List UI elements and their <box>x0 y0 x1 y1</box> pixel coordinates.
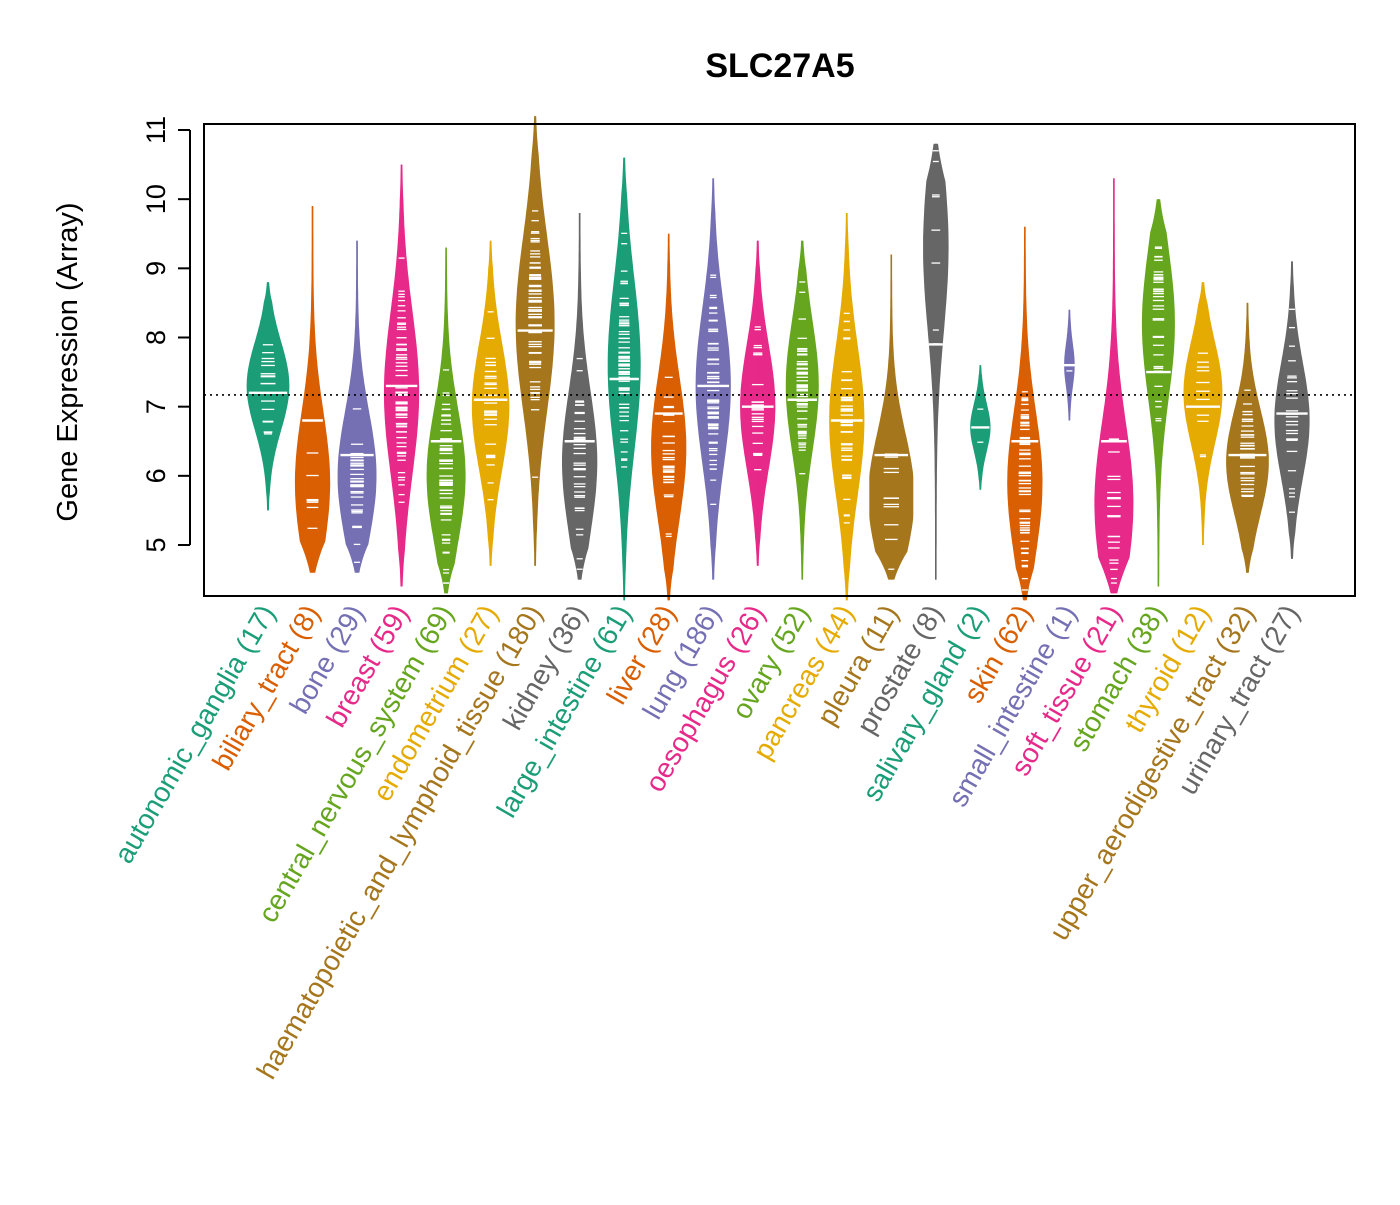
bean-breast <box>383 164 420 587</box>
bean-prostate <box>923 143 949 580</box>
y-tick-label: 9 <box>141 261 171 276</box>
bean-ovary <box>785 240 819 580</box>
beans-layer <box>246 116 1310 601</box>
bean-stomach <box>1141 199 1175 587</box>
bean-endometrium <box>471 240 510 566</box>
bean-salivary_gland <box>970 365 991 490</box>
bean-upper_aerodigestive_tract <box>1226 302 1269 573</box>
bean-haematopoietic_and_lymphoid_tissue <box>515 116 555 566</box>
bean-bone <box>337 240 377 573</box>
bean-pleura <box>869 254 914 580</box>
y-tick-label: 10 <box>141 184 171 214</box>
bean-kidney <box>562 213 598 580</box>
bean-liver <box>651 233 687 601</box>
plot-frame <box>203 123 1356 597</box>
y-tick-label: 11 <box>141 116 171 144</box>
y-axis-label: Gene Expression (Array) <box>52 202 84 521</box>
y-tick-label: 6 <box>141 468 171 483</box>
bean-urinary_tract <box>1274 261 1310 559</box>
bean-skin <box>1007 226 1043 601</box>
y-axis: 5 6 7 8 9 10 11 <box>141 116 191 553</box>
y-tick-label: 5 <box>141 537 171 552</box>
bean-soft_tissue <box>1094 178 1134 594</box>
chart-title: SLC27A5 <box>705 47 854 85</box>
bean-thyroid <box>1183 282 1223 545</box>
bean-small_intestine <box>1062 309 1077 421</box>
y-tick-label: 7 <box>141 399 171 414</box>
bean-autonomic_ganglia <box>246 282 290 511</box>
bean-oesophagus <box>740 240 776 566</box>
bean-lung <box>695 178 731 580</box>
bean-central_nervous_system <box>426 247 466 594</box>
bean-pancreas <box>829 213 865 601</box>
bean-large_intestine <box>607 157 641 601</box>
bean-biliary_tract <box>294 206 331 573</box>
y-tick-label: 8 <box>141 330 171 345</box>
x-axis-labels: autonomic_ganglia (17)biliary_tract (8)b… <box>108 600 1305 1085</box>
